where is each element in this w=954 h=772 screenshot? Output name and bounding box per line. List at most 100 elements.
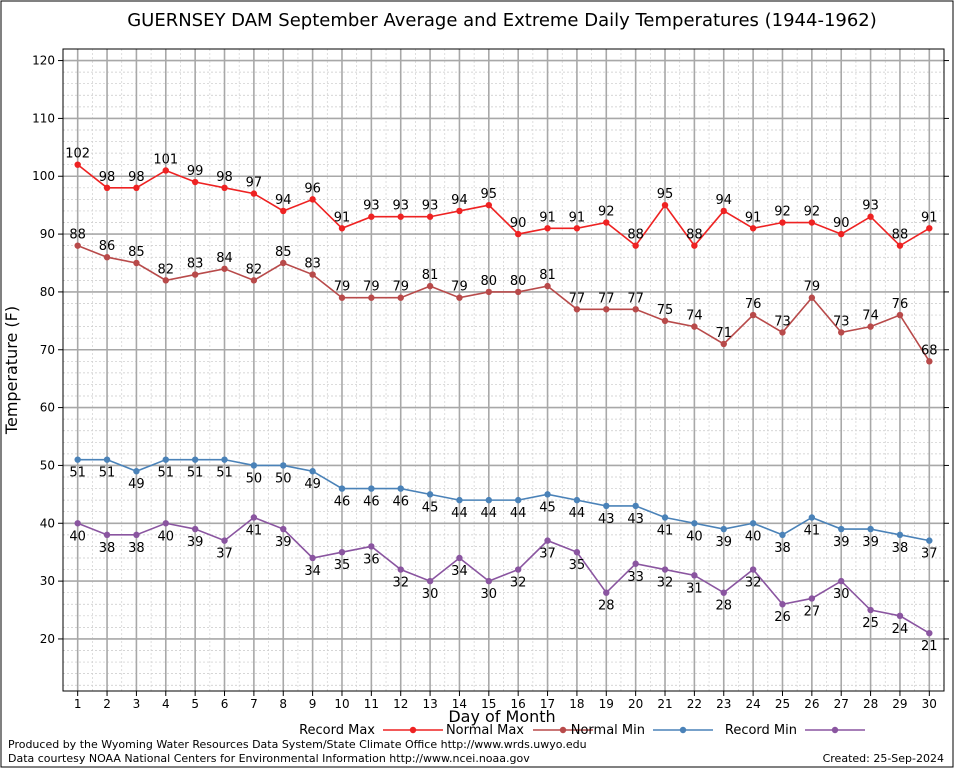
data-point <box>691 572 698 579</box>
data-label: 81 <box>539 268 556 283</box>
data-point <box>808 294 816 301</box>
data-point <box>896 311 904 319</box>
data-label: 37 <box>539 547 556 562</box>
data-point <box>309 468 316 475</box>
data-label: 40 <box>158 529 175 544</box>
data-label: 91 <box>334 210 351 225</box>
data-label: 83 <box>304 257 321 272</box>
data-point <box>661 317 669 325</box>
data-point <box>485 288 493 296</box>
data-label: 88 <box>892 228 909 243</box>
data-label: 34 <box>304 564 321 579</box>
data-label: 91 <box>539 210 556 225</box>
data-label: 95 <box>481 187 498 202</box>
data-point <box>779 531 786 539</box>
data-point <box>74 520 81 527</box>
data-label: 31 <box>686 581 703 596</box>
data-point <box>221 456 228 463</box>
data-point <box>720 589 727 596</box>
data-point <box>103 254 111 261</box>
data-point <box>808 595 816 602</box>
data-label: 51 <box>158 466 175 481</box>
data-point <box>133 468 140 475</box>
data-label: 93 <box>392 199 409 214</box>
data-label: 21 <box>921 639 938 654</box>
y-tick-label: 120 <box>32 54 55 68</box>
data-point <box>250 514 258 521</box>
data-label: 41 <box>657 523 674 538</box>
y-tick-label: 40 <box>40 516 55 530</box>
chart-title: GUERNSEY DAM September Average and Extre… <box>127 10 877 31</box>
data-point <box>720 525 727 533</box>
data-point <box>485 496 493 504</box>
data-label: 82 <box>158 262 175 277</box>
data-label: 80 <box>510 274 527 289</box>
legend-label: Normal Max <box>446 723 524 738</box>
data-point <box>691 323 698 330</box>
data-label: 46 <box>392 495 409 510</box>
data-point <box>867 323 874 330</box>
data-label: 44 <box>569 506 586 521</box>
x-tick-label: 16 <box>511 697 526 711</box>
data-point <box>838 230 845 238</box>
data-point <box>280 207 287 215</box>
data-label: 99 <box>187 164 204 179</box>
legend-label: Normal Min <box>571 723 645 738</box>
data-label: 88 <box>627 228 644 243</box>
data-label: 44 <box>481 506 498 521</box>
data-point <box>926 358 933 365</box>
data-point <box>838 577 845 585</box>
x-tick-label: 4 <box>162 697 170 711</box>
data-point <box>720 207 727 215</box>
data-label: 98 <box>216 170 233 185</box>
x-tick-label: 10 <box>334 697 349 711</box>
legend-item-record-min: Record Min <box>725 723 865 738</box>
y-tick-label: 110 <box>32 111 55 125</box>
data-label: 40 <box>69 529 86 544</box>
data-label: 28 <box>715 599 732 614</box>
data-point <box>896 531 904 539</box>
data-point <box>103 456 111 463</box>
data-point <box>661 566 669 573</box>
data-label: 30 <box>422 587 439 602</box>
data-point <box>368 485 375 492</box>
data-point <box>896 242 904 249</box>
data-label: 41 <box>804 523 821 538</box>
data-point <box>456 496 463 504</box>
data-label: 97 <box>246 176 263 191</box>
data-point <box>632 502 639 510</box>
data-point <box>250 462 258 469</box>
data-point <box>808 219 816 226</box>
data-label: 93 <box>363 199 380 214</box>
x-tick-label: 21 <box>657 697 672 711</box>
data-point <box>603 589 610 596</box>
data-point <box>838 525 845 533</box>
data-label: 36 <box>363 552 380 567</box>
data-label: 51 <box>216 466 233 481</box>
x-tick-label: 27 <box>834 697 849 711</box>
series-line <box>77 458 930 542</box>
data-point <box>603 502 610 510</box>
x-tick-label: 23 <box>716 697 731 711</box>
data-point <box>514 566 522 573</box>
data-label: 76 <box>892 297 909 312</box>
data-label: 40 <box>686 529 703 544</box>
data-point <box>191 178 199 186</box>
data-point <box>133 531 140 539</box>
data-label: 81 <box>422 268 439 283</box>
data-point <box>779 329 786 336</box>
data-label: 50 <box>246 471 263 486</box>
data-point <box>485 201 493 209</box>
data-point <box>749 566 757 573</box>
data-label: 45 <box>422 500 439 515</box>
series-record-max: 102 98 98 101 99 98 97 94 96 91 93 93 93 94 95 90 91 91 92… <box>65 147 938 249</box>
data-label: 91 <box>745 210 762 225</box>
data-point <box>250 277 258 284</box>
data-point <box>191 525 199 533</box>
data-point <box>426 577 434 585</box>
x-tick-label: 12 <box>393 697 408 711</box>
data-point <box>426 213 434 220</box>
legend-item-normal-max: Normal Max <box>446 723 593 738</box>
